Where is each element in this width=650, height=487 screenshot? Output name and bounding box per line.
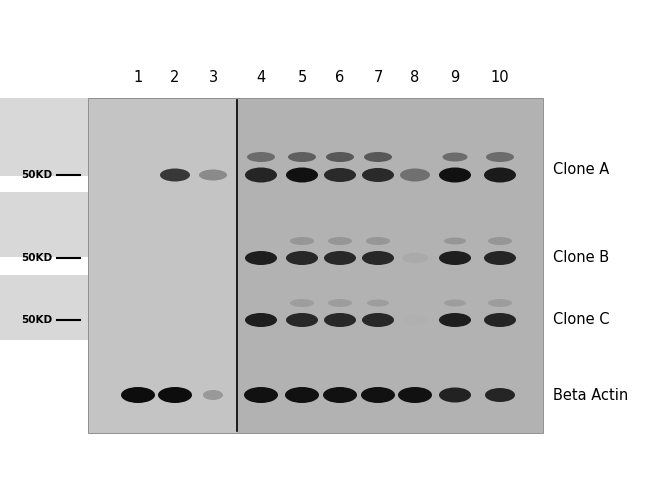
Ellipse shape: [439, 168, 471, 183]
Ellipse shape: [362, 313, 394, 327]
Bar: [88, 98, 543, 433]
Ellipse shape: [398, 387, 432, 403]
Ellipse shape: [286, 251, 318, 265]
Text: 50KD: 50KD: [21, 253, 53, 263]
Ellipse shape: [324, 313, 356, 327]
Ellipse shape: [323, 387, 357, 403]
Text: 1: 1: [133, 71, 142, 86]
Ellipse shape: [290, 237, 314, 245]
Text: 3: 3: [209, 71, 218, 86]
Ellipse shape: [364, 152, 392, 162]
Ellipse shape: [484, 313, 516, 327]
Ellipse shape: [244, 387, 278, 403]
Ellipse shape: [158, 387, 192, 403]
Text: 7: 7: [373, 71, 383, 86]
Ellipse shape: [361, 387, 395, 403]
Ellipse shape: [439, 388, 471, 402]
Ellipse shape: [402, 253, 428, 263]
Ellipse shape: [484, 168, 516, 183]
Ellipse shape: [286, 168, 318, 183]
Ellipse shape: [362, 168, 394, 182]
Text: 5: 5: [298, 71, 307, 86]
Ellipse shape: [324, 168, 356, 182]
Bar: [0, 98, 90, 176]
Text: Beta Actin: Beta Actin: [553, 388, 629, 402]
Text: 4: 4: [256, 71, 266, 86]
Bar: [88, 98, 237, 433]
Ellipse shape: [121, 387, 155, 403]
Bar: [237, 98, 543, 433]
Ellipse shape: [439, 251, 471, 265]
Ellipse shape: [199, 169, 227, 181]
Ellipse shape: [488, 237, 512, 245]
Ellipse shape: [160, 169, 190, 182]
Ellipse shape: [444, 238, 466, 244]
Ellipse shape: [486, 152, 514, 162]
Bar: [0, 192, 90, 257]
Text: 9: 9: [450, 71, 460, 86]
Ellipse shape: [439, 313, 471, 327]
Ellipse shape: [288, 152, 316, 162]
Ellipse shape: [367, 300, 389, 306]
Ellipse shape: [400, 169, 430, 182]
Text: 50KD: 50KD: [21, 170, 53, 180]
Ellipse shape: [366, 237, 390, 245]
Text: 2: 2: [170, 71, 179, 86]
Ellipse shape: [290, 299, 314, 307]
Ellipse shape: [328, 299, 352, 307]
Ellipse shape: [203, 390, 223, 400]
Ellipse shape: [324, 251, 356, 265]
Ellipse shape: [328, 237, 352, 245]
Ellipse shape: [444, 300, 466, 306]
Ellipse shape: [285, 387, 319, 403]
Ellipse shape: [484, 251, 516, 265]
Text: Clone B: Clone B: [553, 250, 609, 265]
Ellipse shape: [286, 313, 318, 327]
Text: 8: 8: [410, 71, 420, 86]
Ellipse shape: [247, 152, 275, 162]
Ellipse shape: [362, 251, 394, 265]
Ellipse shape: [488, 299, 512, 307]
Text: 10: 10: [491, 71, 510, 86]
Ellipse shape: [245, 251, 277, 265]
Ellipse shape: [326, 152, 354, 162]
Text: 50KD: 50KD: [21, 315, 53, 325]
Text: 6: 6: [335, 71, 345, 86]
Ellipse shape: [403, 315, 427, 325]
Ellipse shape: [443, 152, 467, 162]
Ellipse shape: [245, 313, 277, 327]
Ellipse shape: [245, 168, 277, 183]
Bar: [0, 275, 90, 340]
Text: Clone A: Clone A: [553, 163, 609, 177]
Ellipse shape: [485, 388, 515, 402]
Text: Clone C: Clone C: [553, 313, 610, 327]
